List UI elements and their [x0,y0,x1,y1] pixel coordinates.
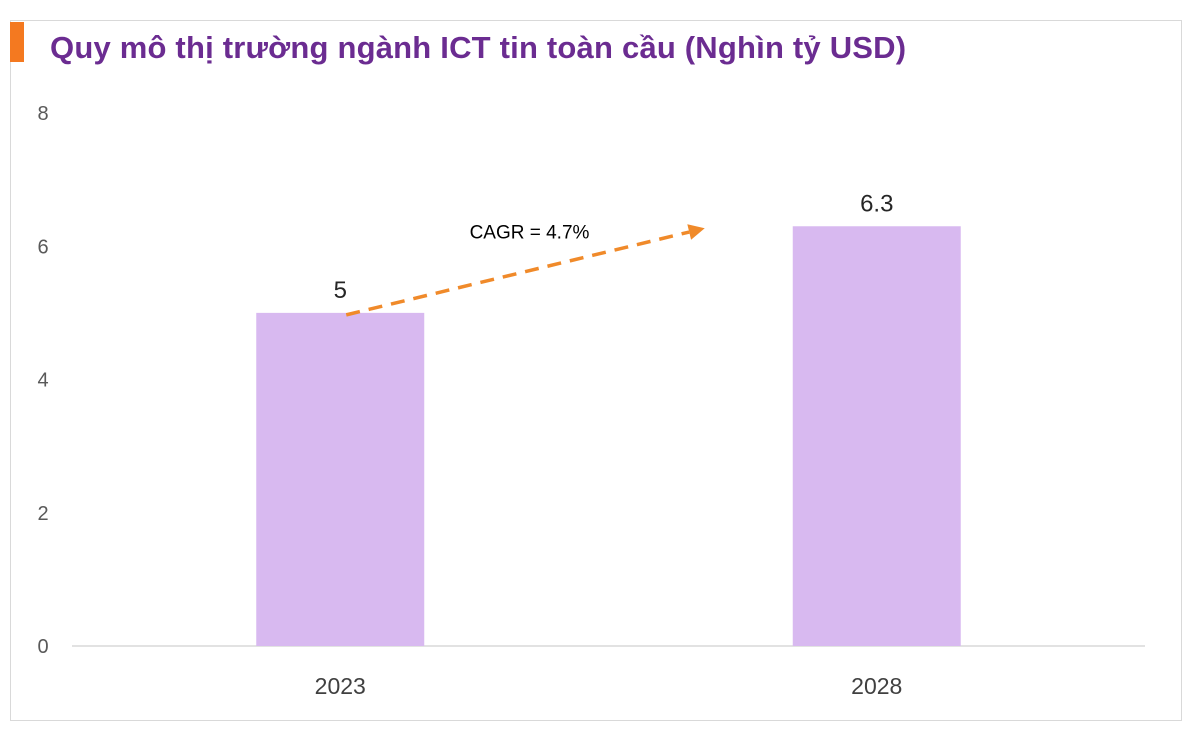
chart-frame [10,20,1182,721]
y-tick-label: 2 [37,503,48,525]
cagr-label: CAGR = 4.7% [470,222,590,243]
y-tick-label: 4 [37,370,48,392]
y-tick-label: 0 [37,636,48,658]
x-tick-label: 2028 [851,673,902,699]
cagr-annotation: CAGR = 4.7% [345,222,705,317]
bars-group [256,226,961,646]
x-axis: 2023 2028 [315,673,903,699]
title-accent-bar [10,22,24,62]
y-tick-label: 6 [37,236,48,258]
bar-2028 [792,226,961,646]
x-tick-label: 2023 [315,673,366,699]
data-labels: 56.3 [334,190,894,304]
cagr-arrow-head [687,224,705,240]
data-label: 6.3 [860,190,893,217]
y-axis: 0 2 4 6 8 [37,103,48,658]
bar-2023 [256,312,425,646]
y-tick-label: 8 [37,103,48,125]
data-label: 5 [334,277,347,304]
cagr-arrow-line [345,230,690,317]
chart-title: Quy mô thị trường ngành ICT tin toàn cầu… [50,30,907,65]
